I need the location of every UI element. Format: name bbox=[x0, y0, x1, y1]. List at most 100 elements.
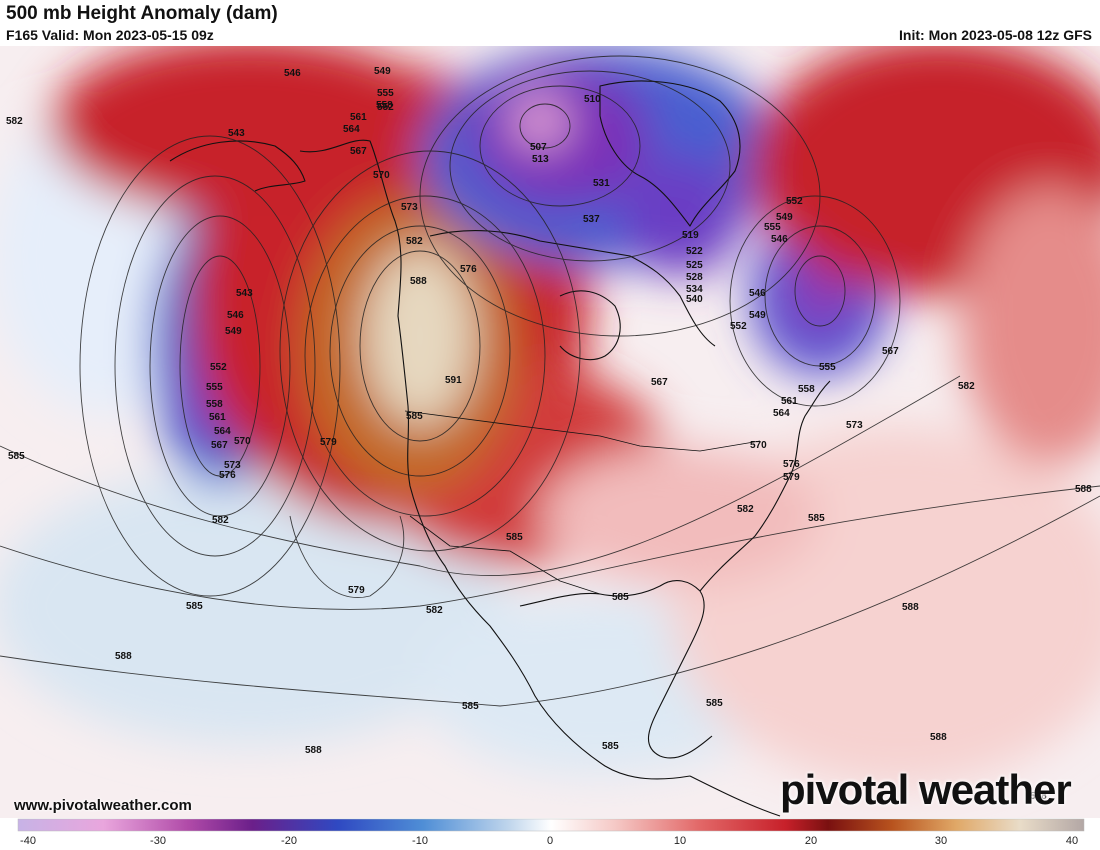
contour-label: 582 bbox=[6, 116, 23, 127]
contour-label: 552 bbox=[786, 196, 803, 207]
contour-label: 522 bbox=[686, 246, 703, 257]
contour-label: 567 bbox=[882, 346, 899, 357]
colorbar-tick: -40 bbox=[20, 835, 36, 847]
colorbar-tick: -20 bbox=[281, 835, 297, 847]
contour-label: 507 bbox=[530, 142, 547, 153]
contour-label: 552 bbox=[377, 102, 394, 113]
contour-label: 585 bbox=[506, 532, 523, 543]
contour-label: 585 bbox=[462, 701, 479, 712]
gulf-coast bbox=[519, 580, 713, 759]
contour-label: 576 bbox=[219, 470, 236, 481]
contour-label: 552 bbox=[210, 362, 227, 373]
contour-label: 519 bbox=[682, 230, 699, 241]
brand-logo: pivotal weather bbox=[780, 766, 1072, 813]
contour-label: 552 bbox=[730, 321, 747, 332]
contour-label: 537 bbox=[583, 214, 600, 225]
contour-pac-4 bbox=[79, 135, 341, 597]
contour-lab-3 bbox=[729, 195, 901, 407]
contour-label: 543 bbox=[236, 288, 253, 299]
contour-label: 564 bbox=[343, 124, 360, 135]
blob-sw-weak-neg bbox=[0, 466, 510, 746]
contour-labels: 546 543 549 552 555 558 561 564 567 570 … bbox=[6, 66, 1092, 802]
contour-label: 579 bbox=[320, 437, 337, 448]
contour-label: 588 bbox=[115, 651, 132, 662]
contour-label: 588 bbox=[305, 745, 322, 756]
contour-label: 546 bbox=[227, 310, 244, 321]
contour-polar-2 bbox=[479, 85, 641, 207]
colorbar-gradient bbox=[17, 818, 1085, 832]
blob-ridge-cream bbox=[365, 246, 475, 426]
contour-label: 540 bbox=[686, 294, 703, 305]
contour-label: 582 bbox=[406, 236, 423, 247]
contour-ridge-2 bbox=[329, 225, 511, 477]
contour-label: 567 bbox=[651, 377, 668, 388]
alaska bbox=[169, 140, 306, 192]
contour-pac-2 bbox=[149, 215, 291, 517]
blob-eastus-pos bbox=[540, 446, 820, 586]
contour-label: 558 bbox=[798, 384, 815, 395]
contour-label: 543 bbox=[228, 128, 245, 139]
contour-label: 585 bbox=[602, 741, 619, 752]
contour-label: 570 bbox=[234, 436, 251, 447]
contour-label: 561 bbox=[209, 412, 226, 423]
contour-pac-3 bbox=[114, 175, 316, 557]
anomaly-map: 546 543 549 552 555 558 561 564 567 570 … bbox=[0, 46, 1100, 818]
blob-ridge-red-n bbox=[50, 46, 450, 216]
header: 500 mb Height Anomaly (dam) F165 Valid: … bbox=[0, 0, 1100, 46]
contour-label: 555 bbox=[819, 362, 836, 373]
contour-label: 585 bbox=[612, 592, 629, 603]
contour-label: 588 bbox=[902, 602, 919, 613]
map-title: 500 mb Height Anomaly (dam) bbox=[6, 3, 278, 24]
contour-label: 549 bbox=[374, 66, 391, 77]
contour-label: 546 bbox=[771, 234, 788, 245]
contour-label: 561 bbox=[350, 112, 367, 123]
contour-label: 570 bbox=[373, 170, 390, 181]
contour-label: 573 bbox=[846, 420, 863, 431]
north-america-west-coast bbox=[299, 139, 691, 780]
colorbar-tick: 30 bbox=[935, 835, 947, 847]
contour-label: 564 bbox=[773, 408, 790, 419]
central-america bbox=[689, 775, 781, 817]
anomaly-shading bbox=[0, 46, 1100, 786]
contour-label: 525 bbox=[686, 260, 703, 271]
contour-label: 510 bbox=[584, 94, 601, 105]
contour-label: 585 bbox=[186, 601, 203, 612]
contour-lab-1 bbox=[794, 255, 846, 327]
contour-label: 558 bbox=[206, 399, 223, 410]
hudson-bay bbox=[559, 290, 621, 361]
east-coast bbox=[699, 380, 831, 592]
contour-label: 546 bbox=[284, 68, 301, 79]
init-time: Init: Mon 2023-05-08 12z GFS bbox=[899, 27, 1092, 43]
contour-label: 582 bbox=[737, 504, 754, 515]
blob-baffin-low bbox=[620, 156, 740, 276]
contour-label: 579 bbox=[783, 472, 800, 483]
contour-label: 549 bbox=[225, 326, 242, 337]
contour-label: 558 bbox=[376, 100, 393, 111]
contour-polar-1 bbox=[519, 103, 571, 149]
contour-label: 579 bbox=[348, 585, 365, 596]
colorbar-tick: 0 bbox=[547, 835, 553, 847]
contour-label: 555 bbox=[206, 382, 223, 393]
contour-label: 573 bbox=[224, 460, 241, 471]
contour-label: 591 bbox=[445, 375, 462, 386]
contour-label: 555 bbox=[764, 222, 781, 233]
height-contours bbox=[0, 55, 1100, 707]
contour-label: 570 bbox=[750, 440, 767, 451]
contour-label: 564 bbox=[214, 426, 231, 437]
contour-label: 585 bbox=[808, 513, 825, 524]
contour-label: 555 bbox=[377, 88, 394, 99]
contour-lab-2 bbox=[764, 225, 876, 367]
contour-label: 576 bbox=[783, 459, 800, 470]
contour-label: 549 bbox=[749, 310, 766, 321]
contour-ridge-1 bbox=[359, 250, 481, 442]
blob-natl-ridge-edge bbox=[960, 186, 1100, 466]
colorbar-tick: 20 bbox=[805, 835, 817, 847]
contour-588 bbox=[0, 495, 1100, 707]
contour-pac-1 bbox=[179, 255, 261, 477]
contour-label: 528 bbox=[686, 272, 703, 283]
contour-label: 513 bbox=[532, 154, 549, 165]
contour-polar-3 bbox=[449, 70, 731, 262]
contour-ridge-4 bbox=[279, 150, 581, 552]
colorbar-tick: -10 bbox=[412, 835, 428, 847]
contour-label: 588 bbox=[410, 276, 427, 287]
